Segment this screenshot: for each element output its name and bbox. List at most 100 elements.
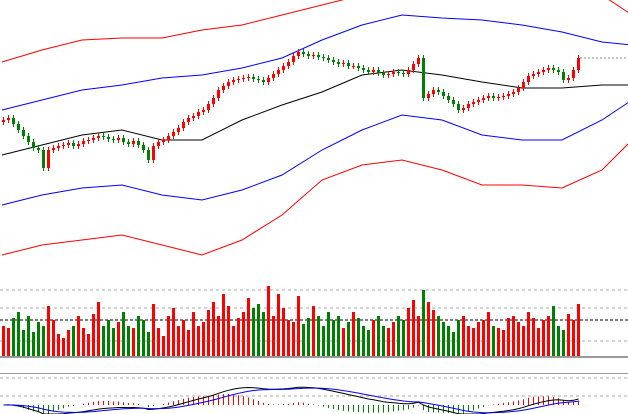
volume-bar — [532, 318, 535, 356]
candle — [357, 63, 360, 71]
candle — [392, 69, 395, 77]
candle-body — [217, 90, 220, 98]
candle — [532, 71, 535, 79]
candle — [247, 74, 250, 81]
candle — [497, 94, 500, 101]
candle-body — [557, 70, 560, 72]
volume-bar — [97, 302, 100, 356]
candle — [407, 67, 410, 77]
candle — [42, 147, 45, 171]
candle-body — [447, 96, 450, 100]
candle-body — [7, 118, 10, 120]
candle — [502, 93, 505, 100]
volume-bar — [417, 316, 420, 356]
candle — [402, 70, 405, 77]
volume-bar — [207, 310, 210, 356]
volume-bar — [522, 326, 525, 356]
candle — [97, 133, 100, 141]
candle — [277, 67, 280, 77]
volume-bar — [107, 320, 110, 356]
candle-body — [12, 118, 15, 124]
volume-bar — [152, 304, 155, 356]
candle — [12, 115, 15, 127]
candle — [47, 147, 50, 171]
candle-body — [112, 139, 115, 140]
candle-body — [57, 146, 60, 148]
volume-bar — [32, 332, 35, 356]
volume-bar — [337, 316, 340, 356]
volume-bar — [572, 320, 575, 356]
volume-bar — [142, 320, 145, 356]
candle-body — [522, 82, 525, 88]
candle-body — [357, 66, 360, 68]
candle — [477, 97, 480, 105]
candle — [377, 67, 380, 76]
candle-body — [567, 78, 570, 80]
candle — [317, 52, 320, 60]
candle-body — [202, 110, 205, 112]
volume-bar — [92, 314, 95, 356]
candle-body — [52, 148, 55, 150]
candle-body — [412, 64, 415, 70]
volume-baseline — [0, 356, 628, 358]
candle-body — [317, 55, 320, 57]
candle-body — [502, 96, 505, 97]
candle — [122, 135, 125, 145]
candle — [77, 141, 80, 149]
candle-body — [252, 77, 255, 79]
candle — [177, 125, 180, 135]
candle-body — [457, 104, 460, 110]
candle-body — [572, 70, 575, 78]
candle — [157, 139, 160, 149]
volume-bar — [577, 304, 580, 356]
candle-body — [77, 144, 80, 146]
volume-bar — [237, 318, 240, 356]
volume-bar — [257, 304, 260, 356]
candle-body — [282, 66, 285, 70]
candle-body — [32, 142, 35, 148]
volume-bar — [472, 328, 475, 356]
candle-body — [427, 94, 430, 98]
candle — [217, 87, 220, 101]
candle — [22, 127, 25, 139]
volume-bar — [157, 328, 160, 356]
volume-bar — [492, 326, 495, 356]
candle — [272, 71, 275, 81]
volume-bar — [147, 332, 150, 356]
candle — [182, 119, 185, 131]
candle-body — [577, 58, 580, 70]
volume-bar — [177, 326, 180, 356]
candle — [192, 113, 195, 121]
candle-body — [277, 70, 280, 74]
volume-bar — [422, 290, 425, 356]
candle — [577, 55, 580, 73]
candle — [427, 91, 430, 101]
candle — [552, 65, 555, 73]
volume-bar — [557, 326, 560, 356]
candle — [342, 60, 345, 67]
candle — [112, 136, 115, 143]
candle-body — [47, 150, 50, 168]
volume-bar — [477, 322, 480, 356]
volume-bar — [262, 312, 265, 356]
candle — [447, 93, 450, 103]
volume-bar — [432, 310, 435, 356]
candle-body — [127, 142, 130, 144]
volume-bar — [202, 322, 205, 356]
candle-body — [442, 92, 445, 96]
candle-body — [387, 74, 390, 75]
candle — [472, 99, 475, 107]
candle-body — [132, 141, 135, 144]
candle — [2, 117, 5, 125]
volume-bar — [72, 326, 75, 356]
candle-body — [382, 73, 385, 75]
candle-body — [487, 96, 490, 98]
candle-body — [82, 141, 85, 144]
candle-body — [472, 102, 475, 104]
volume-bar — [427, 302, 430, 356]
candle-body — [2, 120, 5, 122]
candle-body — [237, 79, 240, 80]
volume-bar — [367, 330, 370, 356]
candle — [422, 55, 425, 101]
candle — [57, 143, 60, 151]
